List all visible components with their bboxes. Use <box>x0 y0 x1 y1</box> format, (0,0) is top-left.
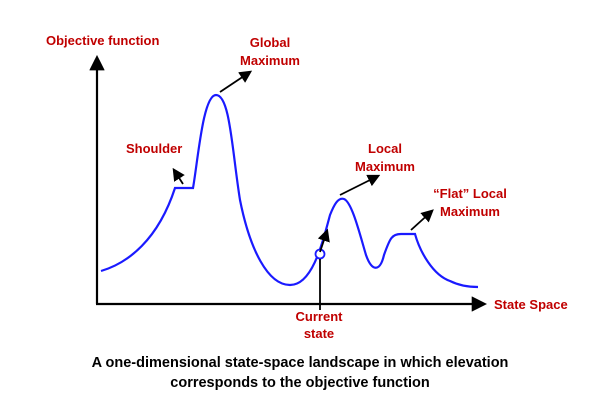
local-max-label-line1: Local <box>368 141 402 156</box>
global-max-label-line2: Maximum <box>240 53 300 68</box>
current-state-arrow <box>317 228 330 253</box>
y-axis-label: Objective function <box>46 33 159 48</box>
landscape-curve <box>100 93 479 289</box>
flat-local-max-label-line2: Maximum <box>440 204 500 219</box>
local-max-label-line2: Maximum <box>355 159 415 174</box>
x-axis-label: State Space <box>494 297 568 312</box>
global-max-arrow <box>219 70 253 93</box>
flat-local-max-label-line1: “Flat” Local <box>433 186 507 201</box>
shoulder-label: Shoulder <box>126 141 182 156</box>
caption-line-2: corresponds to the objective function <box>170 375 430 391</box>
current-state-label-line2: state <box>304 326 334 341</box>
global-max-label-line1: Global <box>250 35 290 50</box>
current-state-label-line1: Current <box>296 309 344 324</box>
caption-line-1: A one-dimensional state-space landscape … <box>91 355 509 371</box>
flat-local-max-arrow <box>410 209 434 231</box>
local-max-arrow <box>339 174 381 196</box>
shoulder-arrow <box>172 167 185 185</box>
